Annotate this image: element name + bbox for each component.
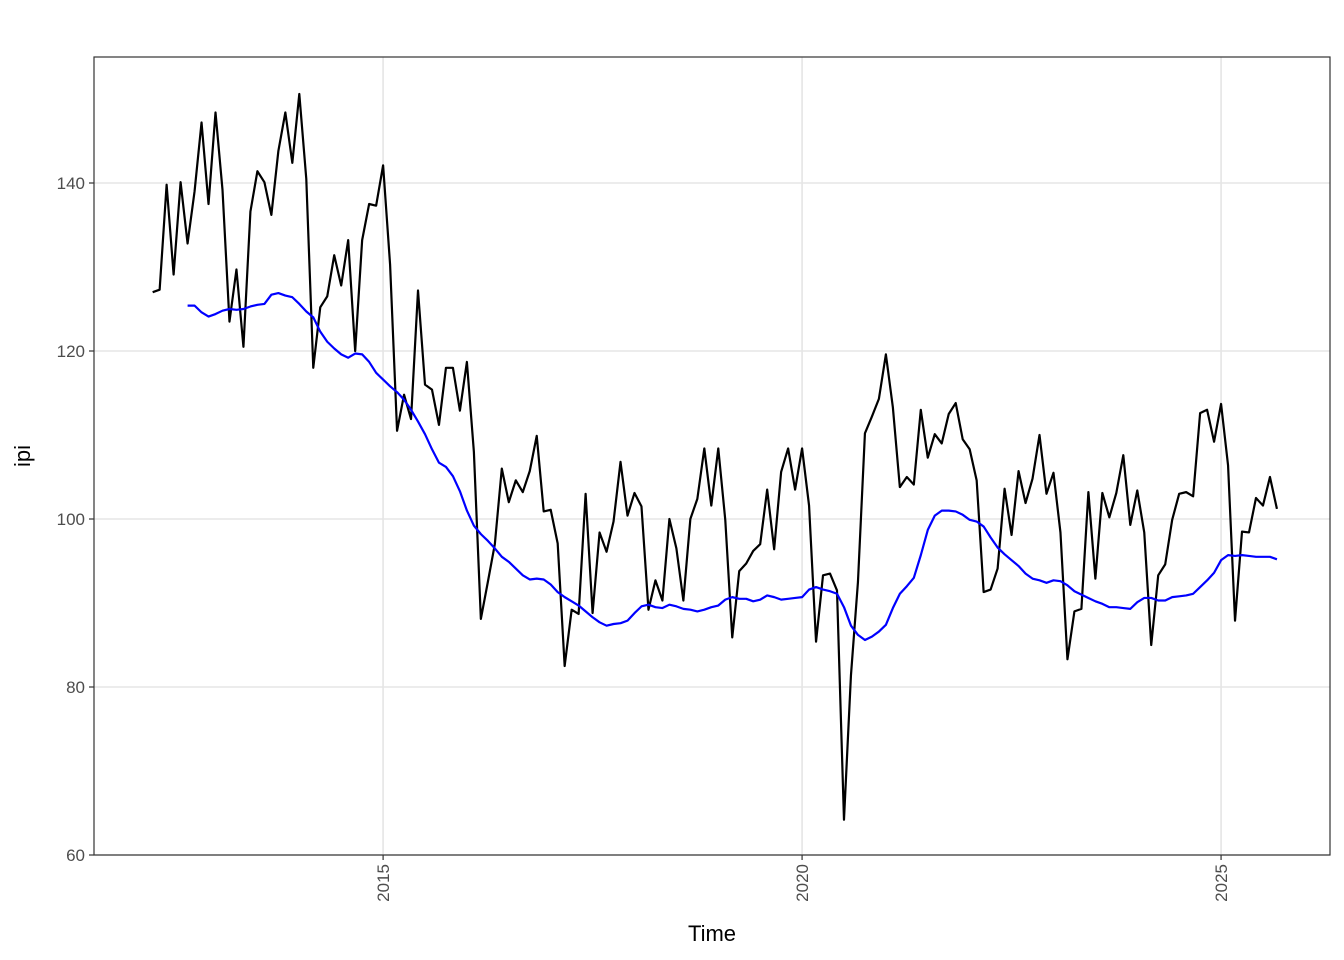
y-tick-label: 60 [66,846,85,865]
axis-ticks: 60 80 100 120 140 2015 2020 2025 [57,174,1231,902]
y-tick-label: 100 [57,510,85,529]
plot-border [93,56,1331,856]
series-lines [152,92,1279,821]
y-tick-label: 140 [57,174,85,193]
plot-panel [94,57,1330,855]
series-line-trend [187,291,1278,642]
x-axis-title: Time [688,921,736,946]
series-line-ipi [152,92,1279,821]
y-axis-title: ipi [10,445,35,467]
y-tick-label: 120 [57,342,85,361]
x-tick-label: 2025 [1212,864,1231,902]
x-tick-label: 2020 [793,864,812,902]
x-tick-label: 2015 [374,864,393,902]
y-tick-label: 80 [66,678,85,697]
